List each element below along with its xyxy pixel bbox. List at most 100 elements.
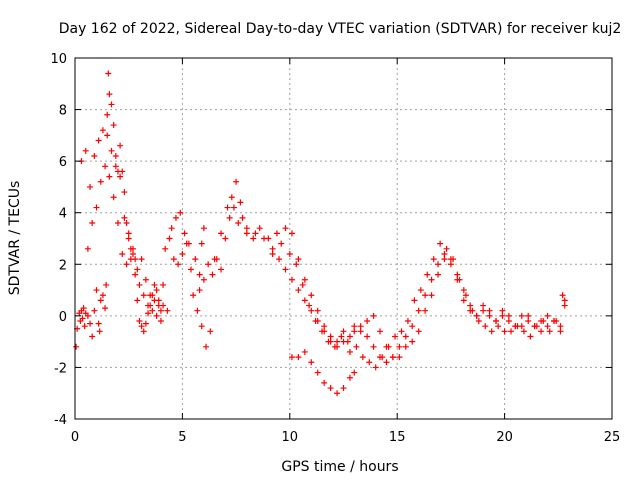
data-point: [179, 250, 186, 257]
data-point: [226, 214, 233, 221]
data-point: [145, 310, 152, 317]
data-point: [409, 323, 416, 330]
data-point: [527, 333, 534, 340]
data-point: [106, 91, 113, 98]
data-point: [346, 333, 353, 340]
data-point: [192, 256, 199, 263]
data-point: [383, 359, 390, 366]
data-point: [293, 261, 300, 268]
data-point: [134, 266, 141, 273]
data-point: [533, 323, 540, 330]
data-point: [81, 323, 88, 330]
data-point: [112, 163, 119, 170]
data-point: [385, 343, 392, 350]
data-point: [314, 307, 321, 314]
data-point: [346, 374, 353, 381]
data-point: [207, 328, 214, 335]
data-point: [370, 343, 377, 350]
data-point: [95, 137, 102, 144]
axes: 0 5 10 15 20 25 -4 -2 0 2 4 6 8 10: [50, 52, 620, 445]
data-point: [415, 328, 422, 335]
data-point: [424, 271, 431, 278]
data-point: [428, 292, 435, 299]
data-point: [121, 214, 128, 221]
data-point: [99, 127, 106, 134]
data-point: [243, 230, 250, 237]
x-tick-label: 25: [604, 430, 621, 445]
data-point: [514, 323, 521, 330]
data-point: [486, 312, 493, 319]
x-tick-label: 0: [71, 430, 79, 445]
data-point: [301, 276, 308, 283]
data-point: [168, 225, 175, 232]
data-point: [235, 220, 242, 227]
data-point: [160, 302, 167, 309]
data-point: [73, 343, 80, 350]
data-point: [261, 235, 268, 242]
data-point: [467, 302, 474, 309]
data-point: [327, 338, 334, 345]
data-point: [149, 307, 156, 314]
data-point: [239, 214, 246, 221]
data-point: [286, 250, 293, 257]
data-point: [308, 292, 315, 299]
data-point: [196, 287, 203, 294]
data-point: [110, 122, 117, 129]
data-point: [482, 323, 489, 330]
data-point: [203, 343, 210, 350]
data-point: [181, 230, 188, 237]
data-point: [334, 338, 341, 345]
data-point: [525, 318, 532, 325]
x-tick-label: 10: [282, 430, 299, 445]
data-point: [475, 318, 482, 325]
data-point: [129, 250, 136, 257]
data-point: [480, 307, 487, 314]
data-point: [108, 147, 115, 154]
data-point: [198, 323, 205, 330]
data-point: [228, 194, 235, 201]
data-point: [351, 369, 358, 376]
data-point: [89, 220, 96, 227]
data-point: [138, 256, 145, 263]
data-point: [138, 323, 145, 330]
data-point: [136, 318, 143, 325]
data-point: [145, 302, 152, 309]
data-point: [170, 256, 177, 263]
data-point: [422, 292, 429, 299]
data-point: [200, 225, 207, 232]
data-point: [359, 354, 366, 361]
data-point: [117, 173, 124, 180]
data-point: [172, 214, 179, 221]
data-point: [79, 315, 86, 322]
data-point: [205, 261, 212, 268]
data-point: [525, 312, 532, 319]
data-point: [104, 111, 111, 118]
data-point: [136, 281, 143, 288]
data-point: [321, 323, 328, 330]
y-tick-label: 4: [59, 207, 67, 222]
data-point: [218, 266, 225, 273]
data-point: [377, 328, 384, 335]
data-point: [435, 271, 442, 278]
data-point: [460, 287, 467, 294]
data-point: [557, 328, 564, 335]
data-point: [147, 292, 154, 299]
data-point: [153, 312, 160, 319]
data-point: [123, 220, 130, 227]
data-point: [520, 328, 527, 335]
data-point: [185, 240, 192, 247]
data-point: [269, 250, 276, 257]
y-tick-label: 10: [50, 52, 67, 67]
data-point: [269, 245, 276, 252]
data-point: [357, 323, 364, 330]
data-point: [508, 328, 515, 335]
y-tick-label: 2: [59, 258, 67, 273]
data-point: [327, 333, 334, 340]
data-point: [96, 328, 103, 335]
data-point: [125, 235, 132, 242]
data-point: [97, 297, 104, 304]
data-point: [346, 348, 353, 355]
data-point: [402, 343, 409, 350]
plot-frame: [74, 57, 613, 420]
data-point: [295, 287, 302, 294]
